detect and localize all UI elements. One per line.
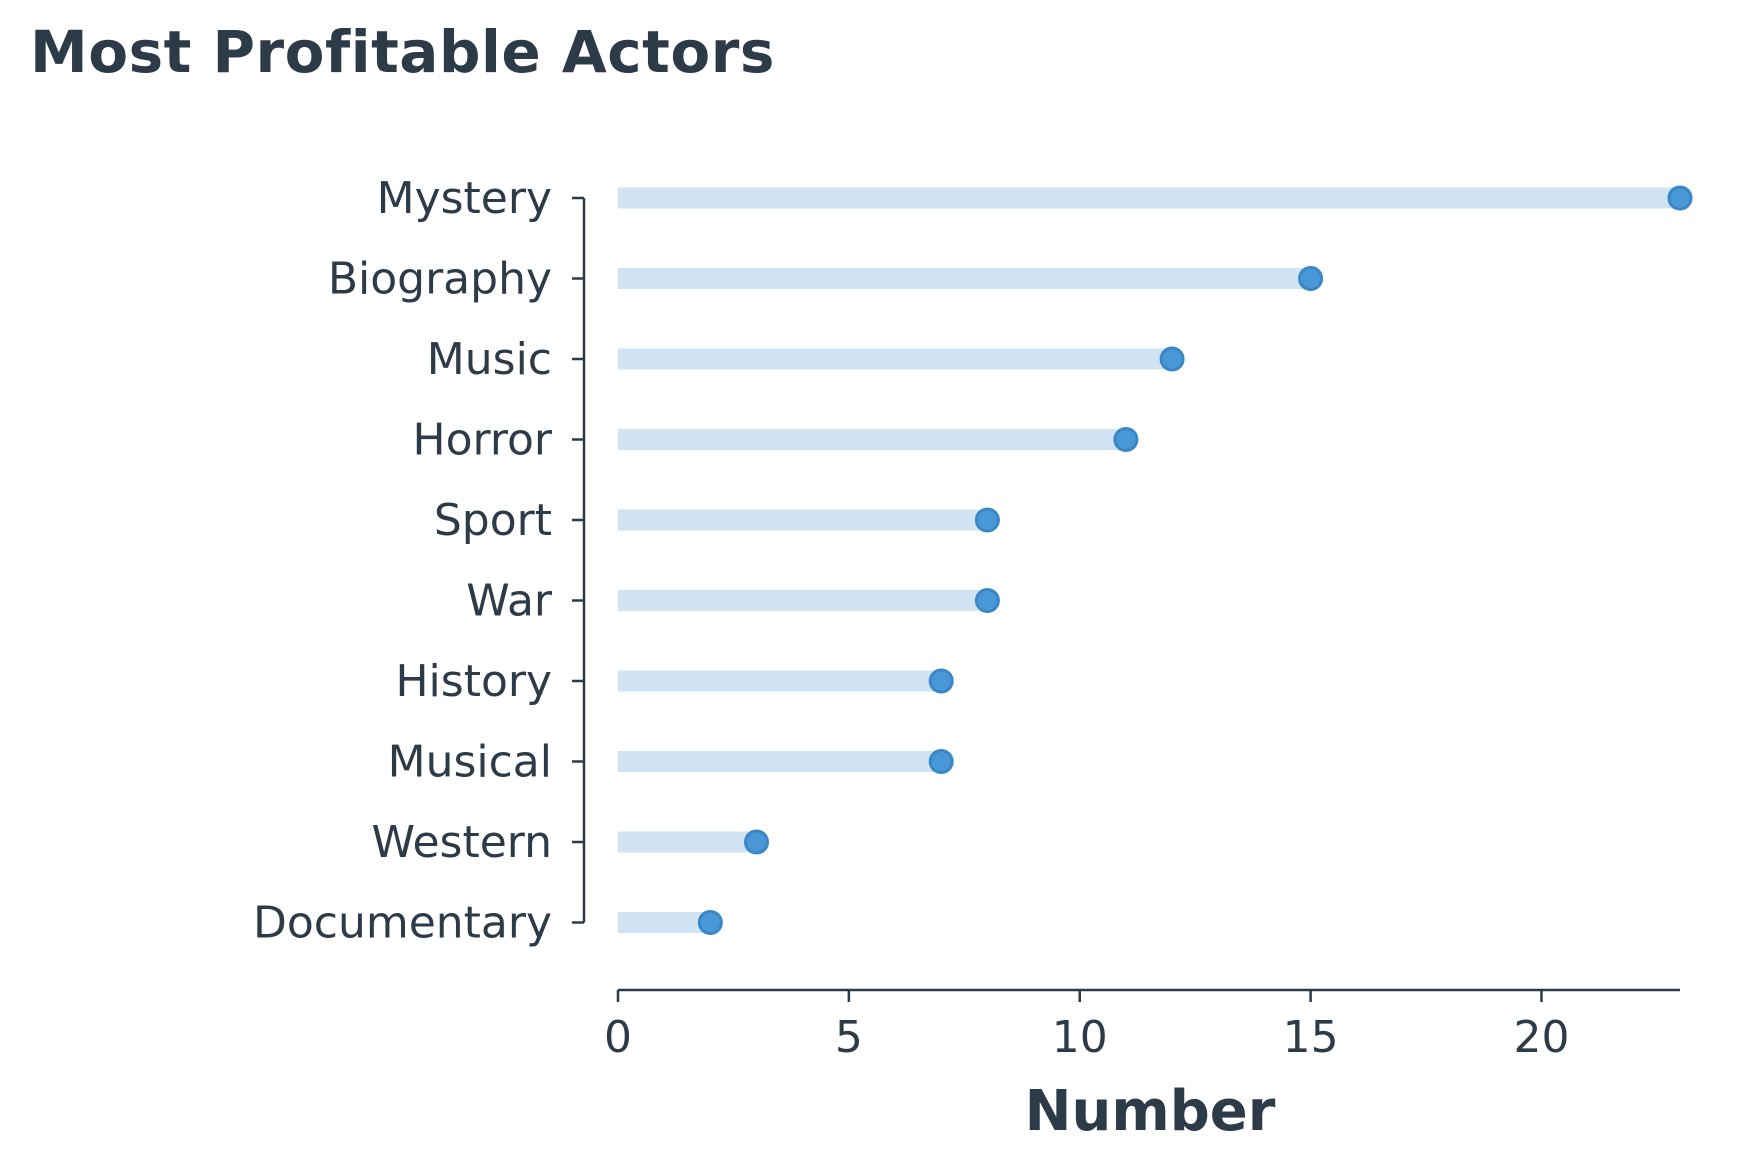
y-tick-label: Sport	[434, 495, 552, 546]
x-tick-label: 0	[604, 1012, 632, 1063]
dot-war	[974, 588, 1000, 613]
dot-horror	[1113, 427, 1139, 452]
y-tick-label: Musical	[388, 737, 552, 788]
dot-documentary	[697, 910, 723, 935]
y-tick-label: Documentary	[253, 898, 552, 949]
x-axis-title: Number	[1025, 1079, 1276, 1144]
dot-western	[744, 829, 770, 855]
dots	[697, 185, 1693, 935]
stems	[618, 187, 1680, 933]
y-tick-label: History	[395, 656, 552, 707]
y-axis: Mystery Biography Music Horror Sport War Histo…	[253, 173, 586, 949]
y-tick-label: Music	[427, 334, 552, 385]
chart-title: Most Profitable Actors	[30, 18, 775, 86]
dot-music	[1159, 346, 1185, 372]
dot-musical	[928, 749, 954, 774]
y-tick-label: Horror	[413, 415, 553, 466]
x-tick-label: 15	[1283, 1012, 1339, 1063]
dot-biography	[1298, 266, 1324, 291]
y-tick-label: Biography	[328, 254, 552, 305]
x-axis: 0 5 10 15 20	[604, 988, 1680, 1063]
x-tick-label: 10	[1052, 1012, 1108, 1063]
y-tick-label: Western	[372, 817, 552, 868]
x-tick-label: 20	[1513, 1012, 1569, 1063]
x-tick-label: 5	[835, 1012, 863, 1063]
y-tick-label: Mystery	[377, 173, 552, 224]
dot-sport	[974, 507, 1000, 533]
dot-history	[928, 668, 954, 694]
dot-mystery	[1667, 185, 1693, 211]
y-tick-label: War	[466, 576, 553, 627]
